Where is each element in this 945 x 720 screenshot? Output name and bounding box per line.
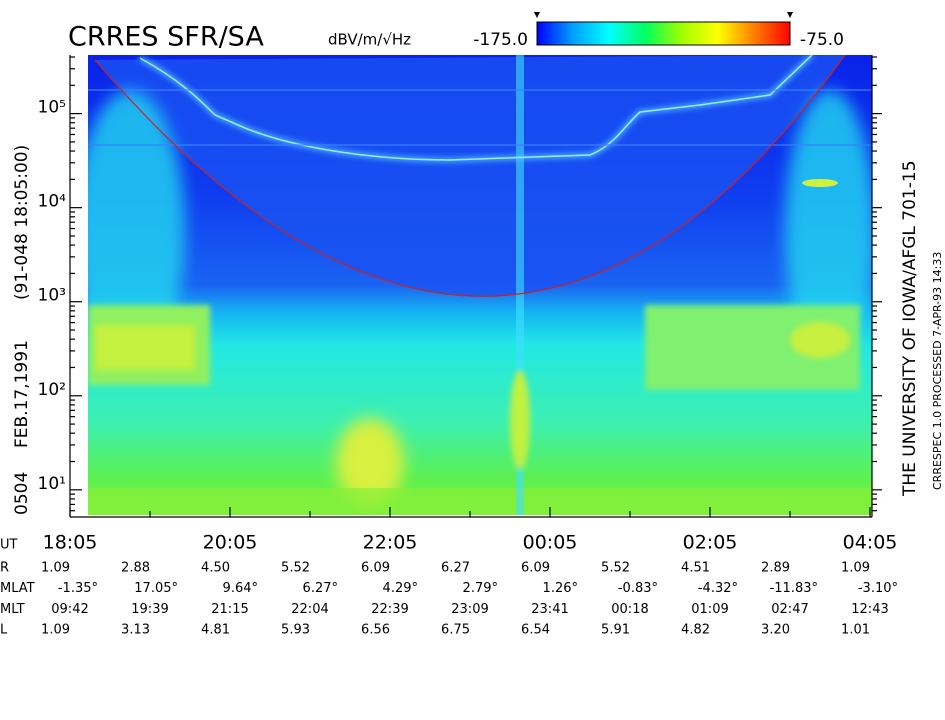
- ephemeris-value: 4.51: [681, 561, 710, 576]
- colorbar-tick-label: -75.0: [800, 30, 844, 50]
- ephemeris-value: 1.09: [41, 623, 70, 638]
- ephemeris-row-label: L: [0, 623, 8, 638]
- x-tick-label: 02:05: [683, 532, 738, 554]
- ephemeris-value: 2.89: [761, 561, 790, 576]
- ephemeris-value: 23:41: [531, 602, 568, 617]
- ephemeris-value: 6.09: [361, 561, 390, 576]
- ephemeris-value: 6.56: [361, 623, 390, 638]
- ephemeris-value: -4.32°: [698, 581, 738, 596]
- start-label: (91-048 18:05:00): [12, 145, 32, 300]
- x-axis-label: UT: [0, 538, 18, 553]
- ephemeris-value: 09:42: [51, 602, 88, 617]
- ephemeris-row-label: MLT: [0, 602, 25, 617]
- ephemeris-row-label: R: [0, 561, 9, 576]
- ephemeris-value: 9.64°: [223, 581, 258, 596]
- ephemeris-value: -0.83°: [618, 581, 658, 596]
- ephemeris-value: 4.29°: [383, 581, 418, 596]
- ephemeris-value: 6.75: [441, 623, 470, 638]
- ephemeris-value: 2.88: [121, 561, 150, 576]
- ephemeris-value: 3.20: [761, 623, 790, 638]
- ephemeris-value: 2.79°: [463, 581, 498, 596]
- x-tick-label: 04:05: [843, 532, 898, 554]
- ephemeris-value: 1.01: [841, 623, 870, 638]
- ephemeris-value: 4.81: [201, 623, 230, 638]
- ephemeris-value: 6.27°: [303, 581, 338, 596]
- ephemeris-value: 00:18: [611, 602, 648, 617]
- x-tick-label: 00:05: [523, 532, 578, 554]
- ephemeris-value: 4.50: [201, 561, 230, 576]
- y-tick-label: 10⁴: [38, 192, 67, 212]
- ephemeris-value: 19:39: [131, 602, 168, 617]
- ephemeris-value: 02:47: [771, 602, 808, 617]
- colorbar: [536, 21, 791, 46]
- ephemeris-value: 6.27: [441, 561, 470, 576]
- orbit-label: 0504: [12, 472, 32, 515]
- ephemeris-value: 22:04: [291, 602, 328, 617]
- y-tick-label: 10²: [38, 380, 66, 400]
- date-label: FEB.17,1991: [12, 340, 32, 448]
- ephemeris-row-label: MLAT: [0, 581, 35, 596]
- ephemeris-value: 23:09: [451, 602, 488, 617]
- colorbar-marker: [534, 12, 540, 18]
- ephemeris-value: 5.52: [601, 561, 630, 576]
- colorbar-marker: [787, 12, 793, 18]
- x-tick-label: 18:05: [43, 532, 98, 554]
- ephemeris-value: 6.54: [521, 623, 550, 638]
- ephemeris-value: 1.09: [841, 561, 870, 576]
- spectrogram: [88, 55, 872, 515]
- colorbar-label: dBV/m/√Hz: [328, 31, 411, 49]
- colorbar-tick-label: -175.0: [473, 30, 528, 50]
- institution: THE UNIVERSITY OF IOWA/AFGL 701-15: [900, 160, 920, 497]
- ephemeris-value: 17.05°: [134, 581, 178, 596]
- ephemeris-value: 5.52: [281, 561, 310, 576]
- x-tick-label: 20:05: [203, 532, 258, 554]
- ephemeris-value: 01:09: [691, 602, 728, 617]
- ephemeris-value: 3.13: [121, 623, 150, 638]
- ephemeris-value: 5.91: [601, 623, 630, 638]
- ephemeris-value: 22:39: [371, 602, 408, 617]
- ephemeris-value: 4.82: [681, 623, 710, 638]
- ephemeris-value: -1.35°: [58, 581, 98, 596]
- ephemeris-value: 12:43: [851, 602, 888, 617]
- ephemeris-value: -11.83°: [770, 581, 818, 596]
- x-tick-label: 22:05: [363, 532, 418, 554]
- ephemeris-value: 21:15: [211, 602, 248, 617]
- ephemeris-value: 6.09: [521, 561, 550, 576]
- ephemeris-value: 5.93: [281, 623, 310, 638]
- processing-note: CRRESPEC 1.0 PROCESSED 7-APR-93 14:33: [931, 252, 944, 490]
- ephemeris-value: -3.10°: [858, 581, 898, 596]
- y-tick-label: 10⁵: [38, 98, 66, 118]
- y-tick-label: 10¹: [38, 474, 66, 494]
- ephemeris-value: 1.09: [41, 561, 70, 576]
- ephemeris-value: 1.26°: [543, 581, 578, 596]
- y-tick-label: 10³: [38, 286, 66, 306]
- chart-title: CRRES SFR/SA: [68, 22, 264, 53]
